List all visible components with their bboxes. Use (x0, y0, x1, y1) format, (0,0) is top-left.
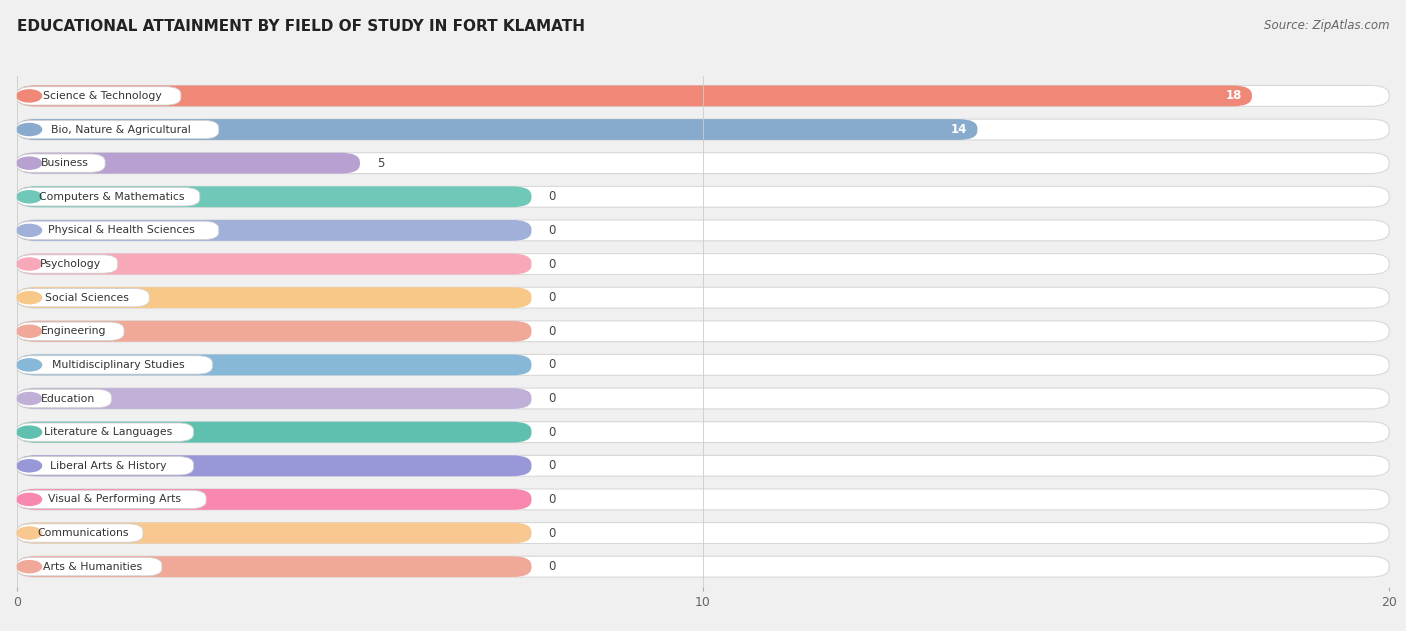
FancyBboxPatch shape (17, 522, 531, 543)
Text: EDUCATIONAL ATTAINMENT BY FIELD OF STUDY IN FORT KLAMATH: EDUCATIONAL ATTAINMENT BY FIELD OF STUDY… (17, 19, 585, 34)
FancyBboxPatch shape (17, 220, 531, 241)
FancyBboxPatch shape (17, 121, 219, 139)
Text: 14: 14 (950, 123, 967, 136)
Text: 0: 0 (548, 560, 555, 573)
Circle shape (17, 124, 42, 136)
FancyBboxPatch shape (17, 85, 1389, 106)
Text: 0: 0 (548, 257, 555, 271)
Text: Social Sciences: Social Sciences (45, 293, 128, 303)
FancyBboxPatch shape (17, 153, 1389, 174)
Text: Psychology: Psychology (41, 259, 101, 269)
FancyBboxPatch shape (17, 490, 207, 509)
FancyBboxPatch shape (17, 422, 531, 442)
FancyBboxPatch shape (17, 220, 1389, 241)
Text: 0: 0 (548, 291, 555, 304)
FancyBboxPatch shape (17, 186, 531, 207)
Circle shape (17, 325, 42, 338)
FancyBboxPatch shape (17, 288, 149, 307)
FancyBboxPatch shape (17, 287, 531, 308)
Circle shape (17, 157, 42, 169)
Circle shape (17, 527, 42, 539)
Text: 5: 5 (377, 156, 384, 170)
FancyBboxPatch shape (17, 355, 1389, 375)
Text: 0: 0 (548, 426, 555, 439)
FancyBboxPatch shape (17, 456, 531, 476)
FancyBboxPatch shape (17, 255, 118, 273)
Text: Communications: Communications (38, 528, 129, 538)
FancyBboxPatch shape (17, 254, 531, 274)
Text: Education: Education (41, 394, 94, 404)
FancyBboxPatch shape (17, 187, 200, 206)
Circle shape (17, 191, 42, 203)
FancyBboxPatch shape (17, 356, 212, 374)
FancyBboxPatch shape (17, 456, 1389, 476)
Text: 0: 0 (548, 191, 555, 203)
Circle shape (17, 460, 42, 472)
Text: Computers & Mathematics: Computers & Mathematics (39, 192, 184, 202)
FancyBboxPatch shape (17, 322, 124, 341)
Text: Physical & Health Sciences: Physical & Health Sciences (48, 225, 194, 235)
Text: Science & Technology: Science & Technology (44, 91, 162, 101)
FancyBboxPatch shape (17, 524, 143, 542)
Circle shape (17, 493, 42, 505)
FancyBboxPatch shape (17, 522, 1389, 543)
FancyBboxPatch shape (17, 119, 1389, 140)
Text: 0: 0 (548, 224, 555, 237)
FancyBboxPatch shape (17, 321, 1389, 342)
FancyBboxPatch shape (17, 489, 1389, 510)
FancyBboxPatch shape (17, 287, 1389, 308)
Circle shape (17, 225, 42, 237)
FancyBboxPatch shape (17, 557, 162, 576)
FancyBboxPatch shape (17, 457, 194, 475)
FancyBboxPatch shape (17, 557, 531, 577)
Text: 0: 0 (548, 459, 555, 472)
FancyBboxPatch shape (17, 86, 181, 105)
Circle shape (17, 292, 42, 304)
Text: Liberal Arts & History: Liberal Arts & History (51, 461, 167, 471)
FancyBboxPatch shape (17, 422, 1389, 442)
Circle shape (17, 359, 42, 371)
Circle shape (17, 392, 42, 404)
Text: 0: 0 (548, 526, 555, 540)
FancyBboxPatch shape (17, 153, 360, 174)
Text: 0: 0 (548, 325, 555, 338)
Circle shape (17, 560, 42, 573)
FancyBboxPatch shape (17, 254, 1389, 274)
Text: Visual & Performing Arts: Visual & Performing Arts (48, 495, 181, 504)
FancyBboxPatch shape (17, 221, 219, 240)
FancyBboxPatch shape (17, 388, 531, 409)
Circle shape (17, 258, 42, 270)
Text: Arts & Humanities: Arts & Humanities (44, 562, 142, 572)
Text: Business: Business (41, 158, 89, 168)
Circle shape (17, 426, 42, 438)
Text: 0: 0 (548, 358, 555, 372)
Text: Literature & Languages: Literature & Languages (45, 427, 173, 437)
FancyBboxPatch shape (17, 321, 531, 342)
Text: Source: ZipAtlas.com: Source: ZipAtlas.com (1264, 19, 1389, 32)
FancyBboxPatch shape (17, 154, 105, 172)
FancyBboxPatch shape (17, 389, 111, 408)
FancyBboxPatch shape (17, 423, 194, 441)
FancyBboxPatch shape (17, 489, 531, 510)
Text: Engineering: Engineering (41, 326, 107, 336)
FancyBboxPatch shape (17, 355, 531, 375)
Text: Bio, Nature & Agricultural: Bio, Nature & Agricultural (52, 124, 191, 134)
FancyBboxPatch shape (17, 85, 1251, 106)
FancyBboxPatch shape (17, 119, 977, 140)
Text: 0: 0 (548, 493, 555, 506)
FancyBboxPatch shape (17, 557, 1389, 577)
Text: 18: 18 (1225, 90, 1241, 102)
Text: Multidisciplinary Studies: Multidisciplinary Studies (52, 360, 184, 370)
Circle shape (17, 90, 42, 102)
FancyBboxPatch shape (17, 388, 1389, 409)
Text: 0: 0 (548, 392, 555, 405)
FancyBboxPatch shape (17, 186, 1389, 207)
